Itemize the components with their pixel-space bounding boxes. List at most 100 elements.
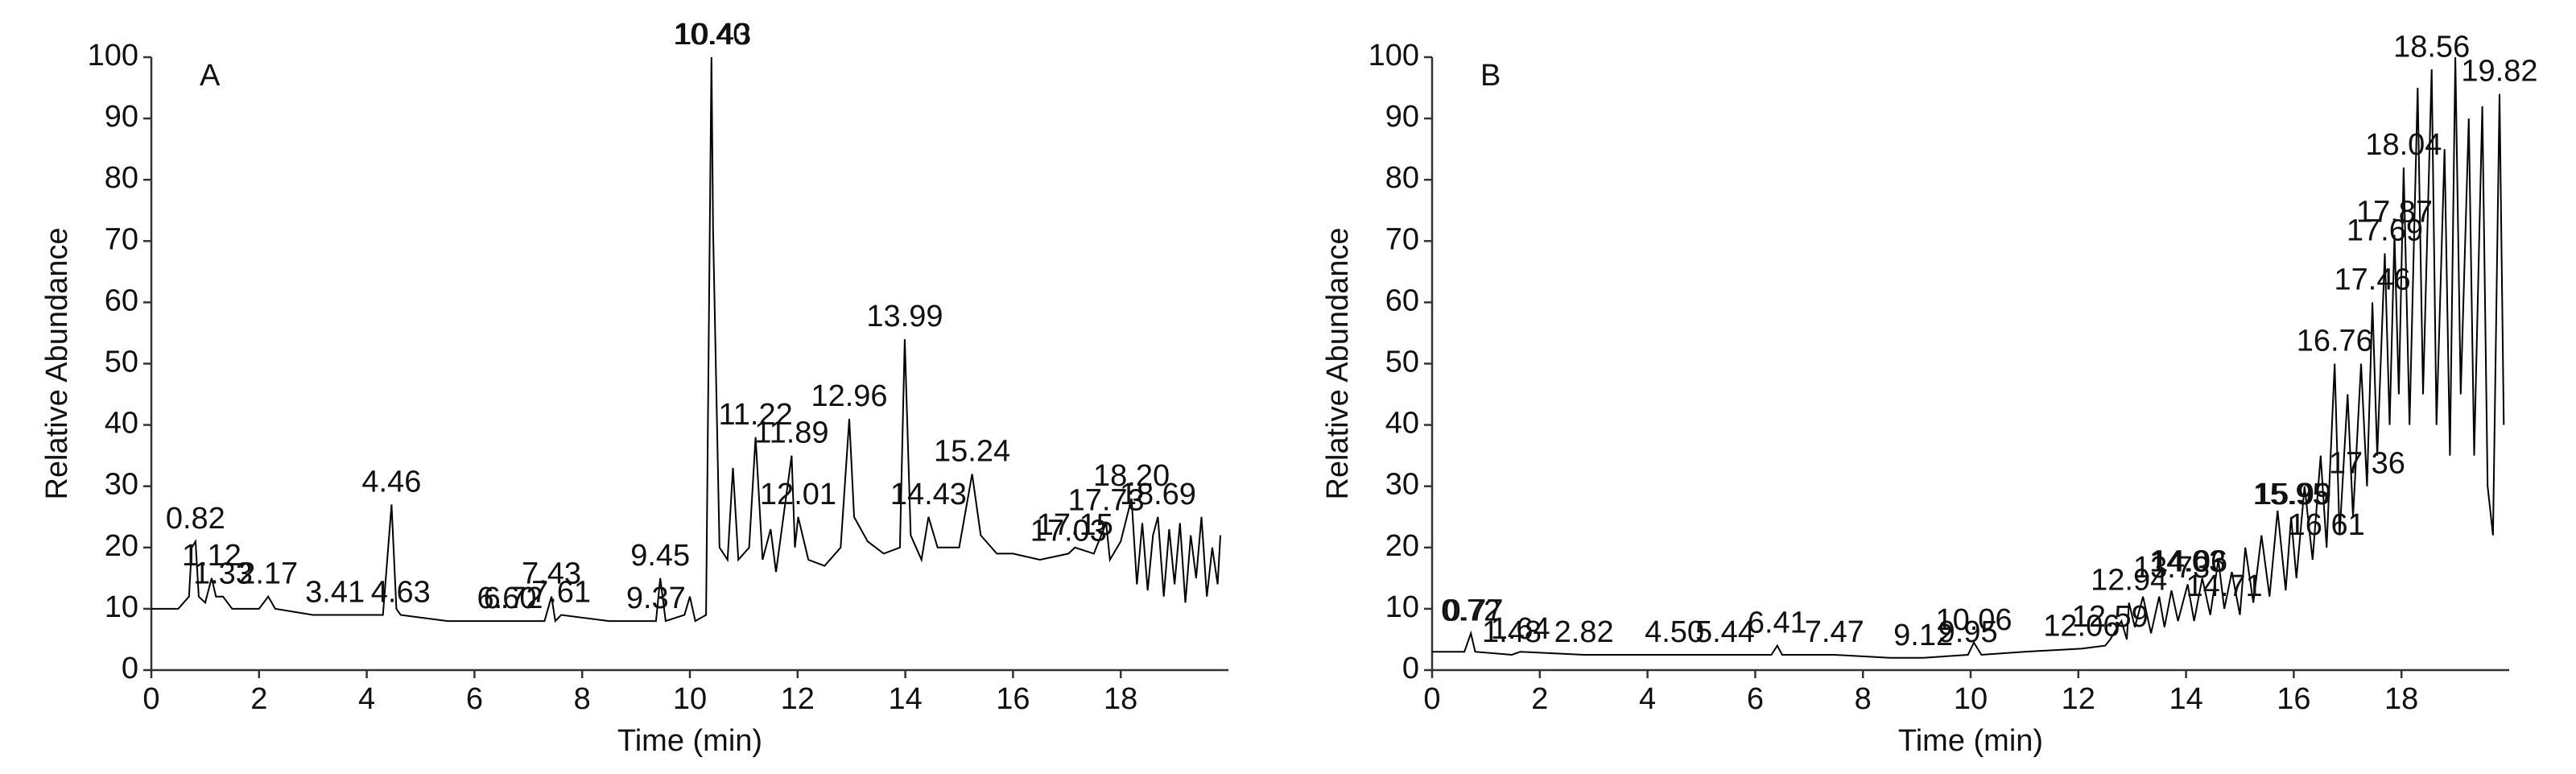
peak-label: 1.48	[1482, 615, 1542, 649]
peak-label: 14.71	[2186, 569, 2263, 603]
peak-label: 12.06	[2043, 609, 2120, 643]
y-tick-label: 10	[1385, 590, 1419, 624]
x-tick-label: 4	[1639, 682, 1656, 716]
x-tick-label: 14	[888, 682, 922, 716]
peak-label: 0.72	[1441, 594, 1501, 627]
peak-label: 13.99	[866, 300, 943, 333]
y-tick-label: 40	[105, 407, 138, 441]
peak-label: 14.06	[2151, 544, 2227, 578]
x-axis-label: Time (min)	[1898, 724, 2043, 758]
y-tick-label: 90	[105, 100, 138, 134]
x-tick-label: 2	[250, 682, 267, 716]
peak-label: 4.46	[361, 466, 421, 499]
peak-label: 18.69	[1120, 478, 1196, 511]
peak-label: 13.73	[2133, 551, 2210, 585]
y-axis-label: Relative Abundance	[1321, 227, 1355, 499]
peak-label: 15.99	[2255, 478, 2331, 511]
peak-label: 2.82	[1554, 615, 1614, 649]
peak-label: 5.44	[1695, 615, 1755, 649]
peak-label: 7.43	[522, 557, 581, 591]
x-tick-label: 6	[1747, 682, 1764, 716]
peak-label: 12.59	[2072, 600, 2149, 634]
x-tick-label: 16	[2277, 682, 2310, 716]
peak-label: 2.17	[238, 557, 298, 591]
peak-label: 9.45	[630, 539, 690, 573]
peak-label: 18.04	[2365, 128, 2442, 162]
x-axis-label: Time (min)	[617, 724, 762, 758]
y-tick-label: 100	[88, 39, 138, 72]
peak-label: 10.43	[675, 18, 751, 52]
x-tick-label: 14	[2169, 682, 2202, 716]
y-tick-label: 30	[105, 468, 138, 502]
y-tick-label: 50	[105, 346, 138, 379]
peak-label: 6.41	[1748, 606, 1807, 640]
x-tick-label: 8	[1855, 682, 1872, 716]
chromatogram-trace	[1432, 56, 2505, 659]
peak-label: 17.46	[2334, 263, 2411, 296]
peak-label: 4.63	[371, 576, 431, 610]
peak-label: 17.87	[2356, 196, 2433, 230]
y-tick-label: 30	[1385, 468, 1419, 502]
peak-label: 1.33	[193, 557, 253, 591]
y-tick-label: 20	[105, 529, 138, 563]
y-tick-label: 0	[1402, 652, 1419, 685]
x-tick-label: 4	[358, 682, 375, 716]
x-tick-label: 0	[142, 682, 159, 716]
peak-label: 19.82	[2461, 55, 2537, 89]
peak-label: 3.41	[305, 576, 365, 610]
peak-label: 14.43	[890, 478, 967, 511]
peak-label: 10.40	[673, 18, 749, 52]
peak-label: 12.96	[811, 379, 887, 413]
peak-label: 11.22	[718, 398, 792, 432]
peak-label: 17.36	[2329, 447, 2405, 481]
peak-label: 11.89	[754, 416, 828, 450]
x-tick-label: 18	[1104, 682, 1137, 716]
peak-label: 17.73	[1068, 483, 1145, 517]
peak-label: 9.95	[1938, 615, 1998, 649]
y-tick-label: 60	[1385, 284, 1419, 317]
peak-label: 12.94	[2091, 563, 2167, 597]
peak-label: 6.72	[484, 582, 543, 615]
x-tick-label: 8	[574, 682, 591, 716]
y-axis-label: Relative Abundance	[40, 227, 74, 499]
x-tick-label: 12	[2062, 682, 2095, 716]
peak-label: 18.56	[2393, 30, 2470, 64]
peak-label: 12.01	[760, 478, 836, 511]
peak-label: 4.50	[1645, 615, 1704, 649]
peak-label: 16.76	[2297, 325, 2373, 358]
chromatogram-trace	[151, 56, 1221, 623]
peak-label: 0.77	[1444, 594, 1504, 627]
y-tick-label: 80	[1385, 161, 1419, 195]
x-tick-label: 0	[1423, 682, 1440, 716]
x-tick-label: 18	[2384, 682, 2418, 716]
y-tick-label: 80	[105, 161, 138, 195]
panel-title: A	[200, 59, 221, 93]
y-tick-label: 50	[1385, 346, 1419, 379]
y-tick-label: 10	[105, 590, 138, 624]
y-tick-label: 0	[122, 652, 138, 685]
peak-label: 10.06	[1935, 603, 2012, 637]
x-tick-label: 12	[781, 682, 815, 716]
peak-label: 0.82	[166, 502, 225, 536]
y-tick-label: 60	[105, 284, 138, 317]
x-tick-label: 10	[673, 682, 707, 716]
y-tick-label: 70	[105, 222, 138, 256]
peak-label: 1.12	[182, 539, 242, 573]
peak-label: 17.03	[1030, 514, 1107, 548]
peak-label: 17.69	[2347, 214, 2423, 248]
peak-label: 15.95	[2253, 478, 2330, 511]
peak-label: 17.15	[1037, 508, 1113, 542]
peak-label: 16.61	[2289, 508, 2365, 542]
peak-label: 14.03	[2149, 544, 2226, 578]
y-tick-label: 70	[1385, 222, 1419, 256]
x-tick-label: 10	[1954, 682, 1988, 716]
x-tick-label: 16	[996, 682, 1030, 716]
y-tick-label: 40	[1385, 407, 1419, 441]
panel-title: B	[1480, 59, 1501, 93]
peak-label: 6.60	[477, 582, 537, 615]
peak-label: 9.37	[626, 582, 686, 615]
y-tick-label: 20	[1385, 529, 1419, 563]
x-tick-label: 2	[1531, 682, 1548, 716]
y-tick-label: 100	[1368, 39, 1419, 72]
